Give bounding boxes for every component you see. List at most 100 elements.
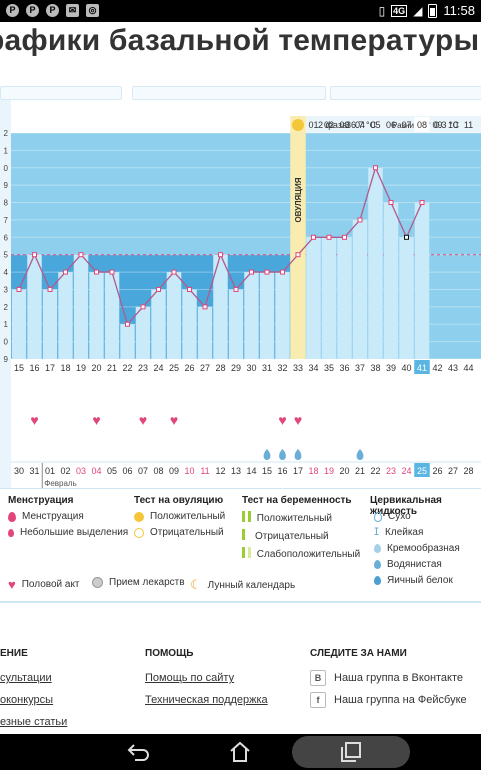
temp-point[interactable] (264, 269, 270, 275)
temp-bar[interactable] (120, 324, 135, 359)
toolbar-segment[interactable] (0, 86, 122, 100)
temp-bar[interactable] (135, 306, 151, 359)
temp-bar[interactable] (151, 289, 166, 359)
temp-bar[interactable] (321, 237, 337, 359)
temp-point[interactable] (140, 304, 146, 310)
temp-point[interactable] (156, 286, 161, 292)
temp-bar[interactable] (228, 289, 244, 359)
cycle-day-label: 24 (153, 363, 163, 373)
home-button[interactable] (210, 734, 270, 770)
temp-point[interactable] (373, 165, 378, 171)
temp-point[interactable] (249, 269, 254, 275)
temp-point[interactable] (342, 234, 347, 240)
instagram-icon: ◎ (86, 4, 99, 17)
footer-link-help[interactable]: Помощь по сайту (145, 672, 235, 684)
temp-point[interactable] (78, 252, 84, 258)
recents-button[interactable] (292, 736, 410, 768)
legend-pregnancy-positive: Положительный (242, 511, 332, 525)
footer-col2-title: ПОМОЩЬ (145, 648, 194, 659)
temp-point[interactable] (202, 304, 208, 310)
calendar-day-label: 02 (60, 466, 70, 476)
back-button[interactable] (108, 734, 168, 770)
temp-bar[interactable] (73, 254, 89, 359)
temp-bar[interactable] (368, 167, 383, 359)
site-footer: ЕНИЕ сультации оконкурсы езные статьи ПО… (0, 630, 481, 734)
temp-bar[interactable] (352, 219, 368, 359)
phase-temp: 36.7 °C (346, 120, 377, 130)
temp-point[interactable] (47, 286, 53, 292)
temp-bar[interactable] (42, 289, 58, 359)
y-tick-label: 6 (4, 233, 9, 242)
temp-point[interactable] (32, 252, 37, 258)
footer-link-vk[interactable]: В Наша группа в Вконтакте (310, 670, 463, 686)
cycle-day-label: 15 (14, 363, 24, 373)
temp-bar[interactable] (337, 237, 352, 359)
toolbar-segment[interactable] (132, 86, 326, 100)
toolbar-segment[interactable] (330, 86, 481, 100)
temp-bar[interactable] (104, 272, 120, 359)
moon-icon: ☾ (190, 577, 202, 592)
legend-cervical-creamy: Кремообразная (374, 543, 460, 554)
temp-bar[interactable] (11, 289, 27, 359)
cycle-day-label: 31 (262, 363, 272, 373)
temp-point[interactable] (94, 269, 99, 275)
cervical-drop[interactable] (356, 449, 364, 460)
small-drop-icon (8, 528, 14, 537)
calendar-day-label: 28 (463, 466, 473, 476)
temp-point[interactable] (388, 200, 394, 206)
temp-point[interactable] (357, 217, 363, 223)
calendar-day-label: 25 (417, 466, 427, 476)
temp-bar[interactable] (306, 237, 321, 359)
temp-bar[interactable] (89, 272, 104, 359)
temp-point[interactable] (404, 234, 409, 240)
temp-point[interactable] (187, 286, 192, 292)
empty-circle-icon (134, 527, 144, 538)
cervical-drop[interactable] (294, 449, 302, 460)
temp-bar[interactable] (414, 202, 430, 359)
temp-bar[interactable] (399, 237, 414, 359)
cycle-day-label: 18 (60, 363, 70, 373)
yellow-circle-icon (134, 511, 144, 522)
status-bar: P P P ✉ ◎ ▯ 4G ◢ 11:58 (0, 0, 481, 22)
temp-point[interactable] (280, 269, 285, 275)
y-tick-label: 2 (4, 303, 9, 312)
temp-point[interactable] (218, 252, 223, 258)
temp-bar[interactable] (182, 289, 197, 359)
y-tick-label: 1 (4, 320, 9, 329)
temp-bar[interactable] (259, 272, 275, 359)
temp-point[interactable] (109, 269, 115, 275)
cervical-drop[interactable] (263, 449, 271, 460)
temp-point[interactable] (125, 321, 130, 327)
temp-point[interactable] (171, 269, 177, 275)
temp-point[interactable] (419, 200, 425, 206)
temp-point[interactable] (295, 252, 301, 258)
cycle-day-label: 32 (277, 363, 287, 373)
temp-point[interactable] (311, 234, 316, 240)
footer-link-support[interactable]: Техническая поддержка (145, 694, 268, 706)
temp-bar[interactable] (58, 272, 73, 359)
cycle-day-label: 41 (417, 363, 427, 373)
temp-bar[interactable] (383, 202, 399, 359)
intercourse-heart: ♥ (294, 412, 302, 428)
footer-link-facebook[interactable]: f Наша группа на Фейсбуке (310, 692, 467, 708)
ovulation-test-positive[interactable] (292, 119, 304, 131)
temp-bar[interactable] (166, 272, 182, 359)
calendar-day-label: 13 (231, 466, 241, 476)
temp-point[interactable] (233, 286, 239, 292)
temp-bar[interactable] (244, 272, 259, 359)
calendar-day-label: 16 (277, 466, 287, 476)
sticky-icon: ⵊ (374, 527, 380, 538)
cervical-drop[interactable] (279, 449, 286, 460)
temp-bar[interactable] (275, 272, 290, 359)
temp-point[interactable] (16, 286, 22, 292)
footer-link[interactable]: езные статьи (0, 716, 68, 728)
y-tick-label: 3 (4, 285, 9, 294)
footer-link[interactable]: оконкурсы (0, 694, 54, 706)
temp-bar[interactable] (27, 254, 42, 359)
temp-bar[interactable] (213, 254, 228, 359)
footer-link[interactable]: сультации (0, 672, 52, 684)
temp-bar[interactable] (197, 306, 213, 359)
temp-point[interactable] (326, 234, 332, 240)
temp-point[interactable] (63, 269, 68, 275)
cycle-day-label: 19 (76, 363, 86, 373)
